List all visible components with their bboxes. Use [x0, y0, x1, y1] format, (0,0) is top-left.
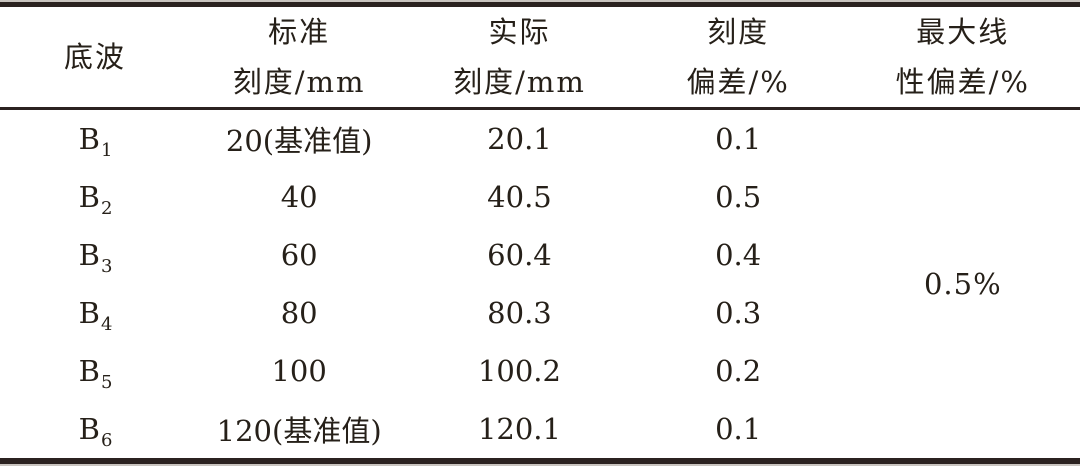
header-label-line2: 刻度/mm — [232, 65, 366, 99]
wave-subscript: 5 — [100, 372, 113, 393]
table-row: B5 100 100.2 0.2 — [0, 342, 1080, 400]
standard-scale-cell: 120(基准值) — [216, 414, 382, 448]
standard-scale-cell: 100 — [271, 354, 327, 388]
table-row: B4 80 80.3 0.3 — [0, 284, 1080, 342]
header-label-line2: 性偏差/% — [895, 65, 1030, 99]
wave-label: B — [78, 412, 100, 446]
header-label-line1: 实际 — [488, 15, 551, 49]
standard-scale-cell: 80 — [280, 296, 318, 330]
wave-label: B — [78, 180, 100, 214]
wave-subscript: 1 — [100, 140, 113, 161]
table-row: B6 120(基准值) 120.1 0.1 — [0, 400, 1080, 458]
header-label-line1: 最大线 — [916, 15, 1010, 49]
table-row: B3 60 60.4 0.4 — [0, 226, 1080, 284]
header-label-line1: 标准 — [268, 15, 331, 49]
actual-scale-cell: 60.4 — [487, 238, 552, 272]
header-label-line2: 偏差/% — [686, 65, 790, 99]
actual-scale-cell: 100.2 — [477, 354, 561, 388]
actual-scale-cell: 40.5 — [487, 180, 552, 214]
column-header-scale-deviation: 刻度 偏差/% — [630, 7, 846, 110]
max-linear-deviation-cell: 0.5% — [923, 267, 1002, 301]
scale-deviation-cell: 0.1 — [715, 412, 762, 446]
wave-label-cell: B2 — [0, 168, 190, 226]
header-label: 底波 — [64, 40, 127, 74]
wave-label-cell: B6 — [0, 400, 190, 458]
wave-label-cell: B4 — [0, 284, 190, 342]
column-header-bottom-wave: 底波 — [0, 7, 191, 110]
wave-subscript: 3 — [100, 256, 113, 277]
wave-label: B — [78, 238, 100, 272]
scale-deviation-cell: 0.5 — [715, 180, 762, 214]
scale-deviation-cell: 0.3 — [715, 296, 762, 330]
column-header-max-linear-deviation: 最大线 性偏差/% — [845, 7, 1080, 110]
scale-deviation-cell: 0.2 — [715, 354, 762, 388]
column-header-standard-scale: 标准 刻度/mm — [190, 7, 409, 110]
header-label-line1: 刻度 — [707, 15, 770, 49]
table-row: B1 20(基准值) 20.1 0.1 0.5% — [0, 109, 1080, 301]
table-body: B1 20(基准值) 20.1 0.1 0.5% B2 40 40.5 0.5 … — [0, 109, 1080, 459]
actual-scale-cell: 20.1 — [487, 122, 552, 156]
table-header: 底波 标准 刻度/mm 实际 刻度/mm 刻度 偏差/% 最大线 性偏差/% — [0, 7, 1080, 110]
wave-label: B — [78, 296, 100, 330]
actual-scale-cell: 80.3 — [487, 296, 552, 330]
standard-scale-cell: 20(基准值) — [225, 124, 373, 158]
table-row: B2 40 40.5 0.5 — [0, 168, 1080, 226]
standard-scale-cell: 40 — [280, 180, 318, 214]
header-row: 底波 标准 刻度/mm 实际 刻度/mm 刻度 偏差/% 最大线 性偏差/% — [0, 7, 1080, 110]
wave-label-cell: B3 — [0, 226, 190, 284]
wave-subscript: 6 — [100, 430, 113, 451]
scale-deviation-cell: 0.4 — [715, 238, 762, 272]
wave-label: B — [78, 354, 100, 388]
column-header-actual-scale: 实际 刻度/mm — [408, 7, 631, 110]
bottom-edge-hairline — [0, 464, 1080, 466]
wave-label-cell: B5 — [0, 342, 190, 400]
table-top-rule — [0, 2, 1080, 7]
wave-label: B — [78, 122, 100, 156]
wave-subscript: 4 — [100, 314, 113, 335]
scale-deviation-cell: 0.1 — [715, 122, 762, 156]
top-edge-hairline — [0, 0, 1080, 2]
header-label-line2: 刻度/mm — [453, 65, 586, 99]
wave-subscript: 2 — [100, 198, 113, 219]
wave-label-cell: B1 — [0, 109, 190, 169]
standard-scale-cell: 60 — [280, 238, 318, 272]
actual-scale-cell: 120.1 — [477, 412, 561, 446]
table-bottom-rule — [0, 458, 1080, 464]
calibration-table: 底波 标准 刻度/mm 实际 刻度/mm 刻度 偏差/% 最大线 性偏差/% — [0, 7, 1080, 458]
